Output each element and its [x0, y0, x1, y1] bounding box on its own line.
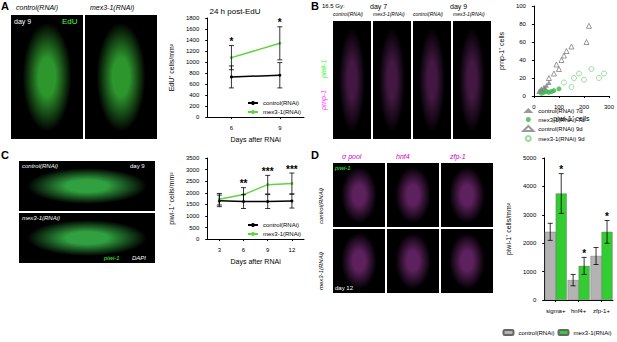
- svg-text:300: 300: [604, 104, 615, 110]
- svg-text:40: 40: [519, 57, 526, 63]
- html-text:piwi-1: piwi-1: [320, 59, 327, 78]
- svg-text:Days after RNAi: Days after RNAi: [231, 258, 282, 266]
- svg-text:6: 6: [242, 247, 246, 253]
- html-text:DAPI: DAPI: [132, 255, 146, 261]
- svg-text:600: 600: [189, 81, 200, 87]
- svg-text:mex3-1(RNAi): mex3-1(RNAi): [263, 109, 301, 115]
- svg-text:0: 0: [532, 104, 536, 110]
- svg-text:*: *: [278, 17, 282, 28]
- svg-text:*: *: [559, 164, 563, 175]
- svg-text:*: *: [582, 248, 586, 259]
- html-text:D: D: [311, 149, 319, 161]
- html-text:B 16.5 Gy:: B 16.5 Gy:: [311, 0, 345, 12]
- svg-text:*: *: [229, 36, 233, 47]
- svg-text:0: 0: [523, 93, 527, 99]
- svg-text:***: ***: [286, 164, 298, 175]
- html-text:day 9: day 9: [130, 163, 145, 169]
- svg-text:Days after RNAi: Days after RNAi: [231, 136, 282, 144]
- svg-text:*: *: [605, 211, 609, 222]
- svg-text:**: **: [240, 178, 248, 189]
- html-text:mex3-1(RNAi): mex3-1(RNAi): [90, 4, 135, 11]
- html-text:zfp-1: zfp-1: [450, 153, 466, 160]
- svg-text:3: 3: [218, 247, 222, 253]
- html-text:mex3-1(RNAi): mex3-1(RNAi): [318, 252, 324, 290]
- svg-text:20: 20: [519, 75, 526, 81]
- svg-text:3500: 3500: [186, 155, 200, 161]
- html-text:σ pool: σ pool: [342, 153, 362, 160]
- svg-text:0: 0: [533, 297, 537, 303]
- svg-text:9: 9: [266, 247, 270, 253]
- html-text:control(RNAi): control(RNAi): [413, 11, 443, 17]
- svg-text:control(RNAi): control(RNAi): [518, 330, 554, 336]
- svg-text:mex3-1(RNAi) 9d: mex3-1(RNAi) 9d: [538, 136, 584, 142]
- svg-text:500: 500: [189, 225, 200, 231]
- html-text:EdU: EdU: [62, 17, 78, 26]
- svg-text:12: 12: [289, 247, 296, 253]
- html-text:hnf4: hnf4: [396, 153, 410, 160]
- svg-text:hnf4+: hnf4+: [571, 308, 587, 314]
- svg-text:200: 200: [579, 104, 589, 110]
- svg-text:9: 9: [278, 125, 282, 131]
- html-text:control(RNAi): control(RNAi): [318, 188, 324, 224]
- svg-text:EdU⁺ cells/mm²: EdU⁺ cells/mm²: [168, 43, 175, 91]
- svg-text:piwi-1⁺ cells/mm²: piwi-1⁺ cells/mm²: [168, 172, 176, 225]
- svg-text:800: 800: [189, 70, 200, 76]
- svg-text:sigma+: sigma+: [546, 308, 566, 314]
- html-text:control(RNAi): control(RNAi): [333, 11, 363, 17]
- svg-text:piwi-1⁺ cells/mm²: piwi-1⁺ cells/mm²: [505, 202, 513, 255]
- svg-text:60: 60: [519, 39, 526, 45]
- svg-text:1400: 1400: [186, 37, 200, 43]
- html-text:mex3-1(RNAi): mex3-1(RNAi): [373, 11, 405, 17]
- svg-text:1000: 1000: [186, 213, 200, 219]
- html-text:day 12: day 12: [335, 285, 353, 291]
- svg-text:1200: 1200: [186, 48, 200, 54]
- svg-text:mex3-1(RNAi) 7d: mex3-1(RNAi) 7d: [538, 117, 584, 123]
- svg-text:2000: 2000: [523, 240, 537, 246]
- html-text:A: A: [1, 0, 9, 12]
- svg-text:1800: 1800: [186, 15, 200, 21]
- svg-text:2500: 2500: [186, 178, 200, 184]
- svg-text:3000: 3000: [523, 212, 537, 218]
- svg-text:80: 80: [519, 21, 526, 27]
- html-text:day 7: day 7: [370, 3, 388, 10]
- html-text:control(RNAi): control(RNAi): [16, 4, 58, 11]
- svg-text:5000: 5000: [523, 155, 537, 161]
- html-text:C: C: [1, 149, 9, 161]
- svg-text:0: 0: [196, 236, 200, 242]
- svg-text:control(RNAi) 9d: control(RNAi) 9d: [538, 126, 582, 132]
- svg-text:control(RNAi): control(RNAi): [263, 100, 299, 106]
- html-text:piwi-1: piwi-1: [335, 165, 351, 171]
- html-text:day 9: day 9: [14, 18, 32, 25]
- svg-text:24 h post-EdU: 24 h post-EdU: [209, 7, 260, 16]
- svg-text:prnp-1⁺ cells: prnp-1⁺ cells: [498, 31, 506, 70]
- html-text:mex3-1(RNAi): mex3-1(RNAi): [22, 215, 60, 221]
- html-text:piwi-1: piwi-1: [104, 255, 120, 261]
- svg-text:1000: 1000: [186, 59, 200, 65]
- svg-text:mex3-1(RNAi): mex3-1(RNAi): [263, 231, 301, 237]
- svg-text:400: 400: [189, 92, 200, 98]
- svg-text:control(RNAi): control(RNAi): [263, 222, 299, 228]
- svg-text:control(RNAi) 7d: control(RNAi) 7d: [538, 108, 582, 114]
- svg-text:0: 0: [196, 114, 200, 120]
- svg-text:3000: 3000: [186, 167, 200, 173]
- svg-text:100: 100: [516, 3, 527, 9]
- svg-text:mex3-1(RNAi): mex3-1(RNAi): [574, 330, 612, 336]
- html-text:mex3-1(RNAi): mex3-1(RNAi): [453, 11, 485, 17]
- svg-text:2000: 2000: [186, 190, 200, 196]
- svg-text:6: 6: [230, 125, 234, 131]
- svg-text:1600: 1600: [186, 26, 200, 32]
- svg-text:1000: 1000: [523, 269, 537, 275]
- html-text:day 9: day 9: [450, 3, 468, 10]
- svg-text:200: 200: [189, 103, 200, 109]
- svg-text:zfp-1+: zfp-1+: [593, 308, 610, 314]
- html-text:control(RNAi): control(RNAi): [22, 163, 58, 169]
- svg-text:***: ***: [262, 166, 274, 177]
- html-text:prnp-1: prnp-1: [320, 89, 327, 110]
- svg-text:4000: 4000: [523, 183, 537, 189]
- svg-text:1500: 1500: [186, 201, 200, 207]
